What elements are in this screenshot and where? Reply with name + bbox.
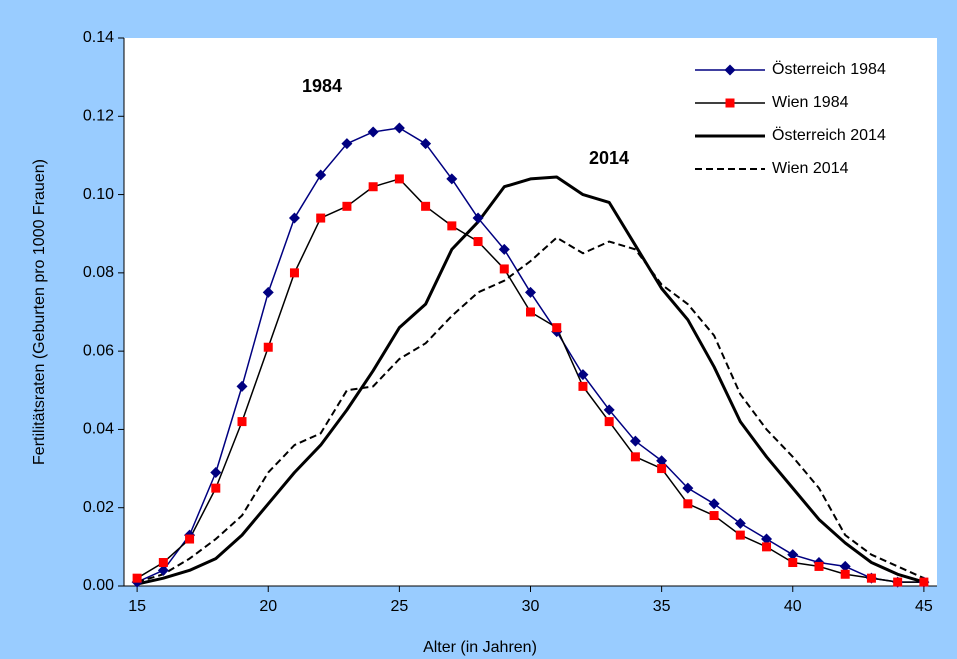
- marker: [604, 417, 614, 427]
- marker: [578, 381, 588, 391]
- x-tick-label: 15: [128, 598, 146, 615]
- marker: [393, 122, 405, 134]
- x-tick-label: 40: [784, 598, 802, 615]
- marker: [237, 417, 247, 427]
- marker: [420, 138, 432, 150]
- marker: [262, 286, 274, 298]
- y-tick-label: 0.02: [83, 499, 114, 516]
- marker: [840, 569, 850, 579]
- marker: [472, 212, 484, 224]
- legend-label: Österreich 1984: [772, 60, 886, 78]
- marker: [734, 517, 746, 529]
- marker: [473, 237, 483, 247]
- marker: [367, 126, 379, 138]
- x-tick-label: 35: [653, 598, 671, 615]
- y-tick-label: 0.10: [83, 186, 114, 203]
- marker: [657, 464, 667, 474]
- x-tick-label: 25: [390, 598, 408, 615]
- y-tick-label: 0.08: [83, 264, 114, 281]
- annotation: 2014: [589, 148, 629, 168]
- marker: [735, 530, 745, 540]
- marker: [211, 483, 221, 493]
- legend-label: Wien 2014: [772, 160, 849, 177]
- marker: [132, 573, 142, 583]
- marker: [421, 201, 431, 211]
- x-tick-label: 45: [915, 598, 933, 615]
- legend-marker: [724, 64, 736, 76]
- marker: [761, 533, 773, 545]
- marker: [498, 243, 510, 255]
- marker: [185, 534, 195, 544]
- legend-label: Wien 1984: [772, 94, 849, 111]
- marker: [787, 549, 799, 561]
- marker: [682, 482, 694, 494]
- marker: [526, 307, 535, 317]
- marker: [263, 342, 273, 352]
- x-axis-label: Alter (in Jahren): [423, 639, 537, 656]
- marker: [577, 369, 589, 381]
- marker: [866, 573, 876, 583]
- marker: [708, 498, 720, 510]
- marker: [814, 561, 824, 571]
- marker: [289, 268, 299, 278]
- y-tick-label: 0.14: [83, 29, 114, 46]
- marker: [315, 169, 327, 181]
- marker: [525, 286, 536, 298]
- marker: [342, 201, 352, 211]
- x-tick-label: 20: [259, 598, 277, 615]
- marker: [316, 213, 326, 223]
- y-tick-label: 0.00: [83, 577, 114, 594]
- marker: [893, 577, 903, 587]
- legend-marker: [725, 98, 735, 108]
- marker: [499, 264, 509, 274]
- y-tick-label: 0.06: [83, 342, 114, 359]
- series-line: [136, 175, 925, 586]
- marker: [368, 182, 378, 192]
- marker: [630, 452, 640, 462]
- annotation: 1984: [302, 76, 342, 96]
- marker: [788, 558, 798, 568]
- marker: [394, 174, 404, 184]
- marker: [656, 455, 668, 467]
- marker: [552, 323, 562, 333]
- y-axis-label: Fertilitätsraten (Geburten pro 1000 Frau…: [31, 159, 48, 465]
- marker: [446, 173, 458, 185]
- marker: [629, 435, 641, 447]
- series-line: [136, 236, 925, 584]
- marker: [288, 212, 300, 224]
- y-tick-label: 0.12: [83, 108, 114, 125]
- marker: [709, 511, 719, 521]
- x-tick-label: 30: [522, 598, 540, 615]
- marker: [341, 138, 353, 150]
- marker: [839, 560, 851, 572]
- marker: [236, 380, 248, 392]
- legend-label: Österreich 2014: [772, 126, 886, 144]
- marker: [762, 542, 772, 552]
- marker: [157, 564, 169, 576]
- marker: [919, 577, 929, 587]
- marker: [683, 499, 693, 509]
- marker: [158, 558, 168, 568]
- marker: [447, 221, 457, 231]
- marker: [210, 466, 222, 478]
- marker: [603, 404, 615, 416]
- y-tick-label: 0.04: [83, 421, 114, 438]
